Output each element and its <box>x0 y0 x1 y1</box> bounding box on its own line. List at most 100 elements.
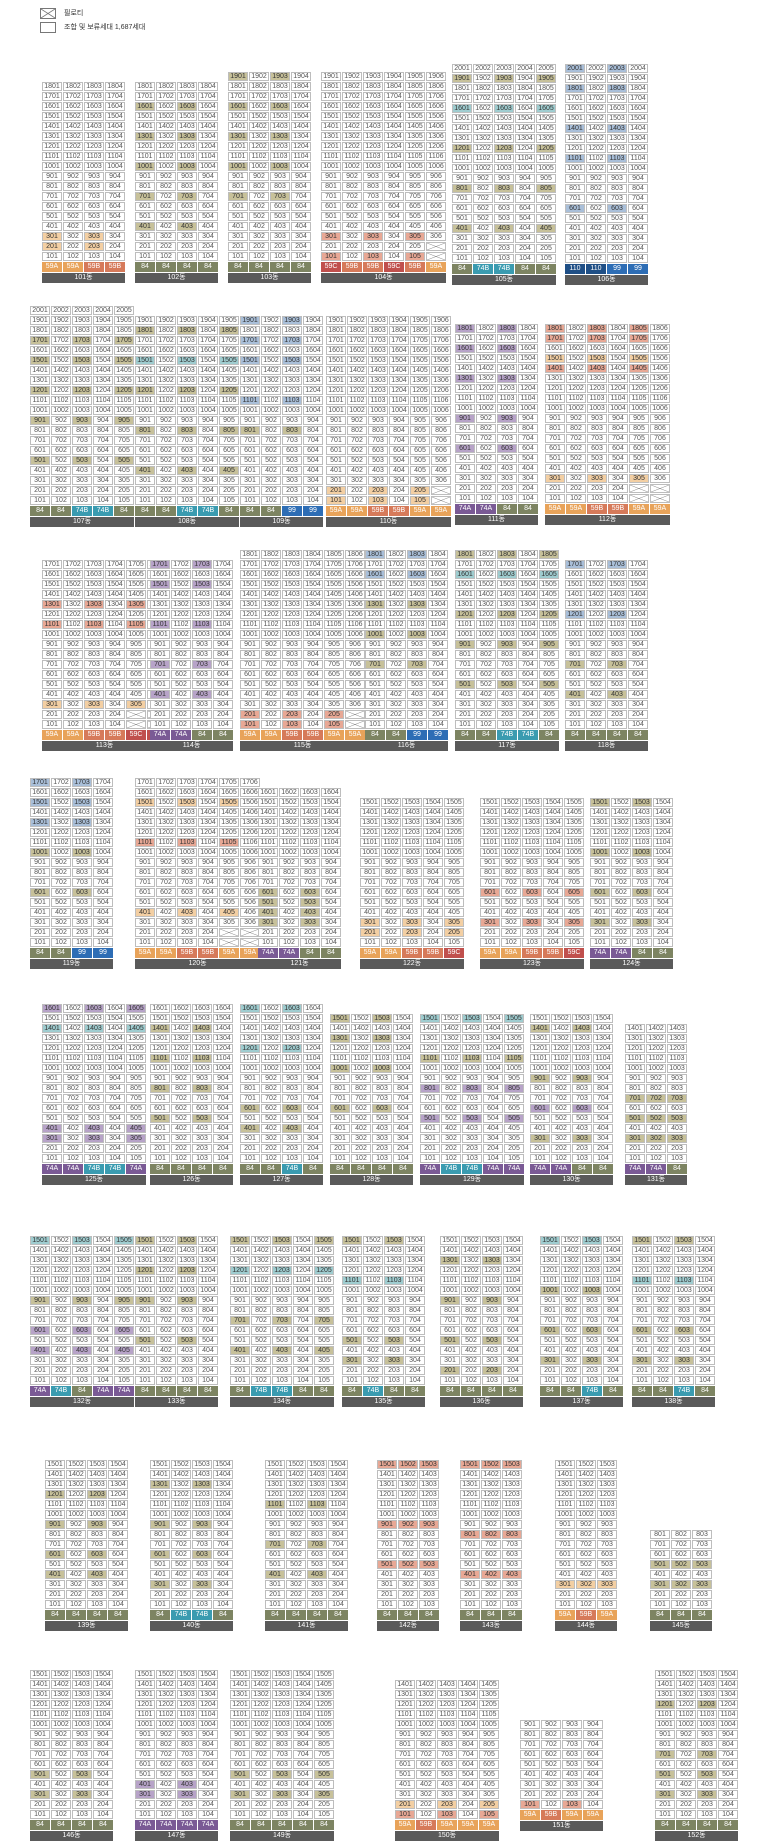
unit-cell: 1105 <box>114 1276 134 1285</box>
unit-cell: 401 <box>321 222 341 231</box>
unit-cell: 1206 <box>431 386 451 395</box>
unit-cell: 1004 <box>93 1720 113 1729</box>
unit-cell: 802 <box>279 868 299 877</box>
unit-cell: 604 <box>515 204 535 213</box>
unit-cell: 1301 <box>135 818 155 827</box>
unit-cell: 1201 <box>321 142 341 151</box>
unit-cell: 1202 <box>611 828 631 837</box>
unit-cell: 1103 <box>437 1710 457 1719</box>
building-150동: 1401 1402 1403 1404 1405 1301 1302 1303 1304 1305… <box>395 1680 499 1841</box>
unit-cell: 1504 <box>423 798 443 807</box>
unit-cell: 101 <box>135 1376 155 1385</box>
unit-cell: 1104 <box>458 1710 478 1719</box>
unit-cell: 1802 <box>476 324 496 333</box>
unit-cell: 602 <box>156 1760 176 1769</box>
unit-cell: 1403 <box>632 808 652 817</box>
unit-cell: 405 <box>444 908 464 917</box>
unit-cell: 901 <box>30 1296 50 1305</box>
unit-type-badge: 74B <box>272 1386 292 1396</box>
unit-cell: 1004 <box>198 1286 218 1295</box>
unit-cell: 1203 <box>572 1044 592 1053</box>
unit-cell: 103 <box>177 496 197 505</box>
unit-cell: 801 <box>460 1530 480 1539</box>
unit-cell: 1104 <box>428 620 448 629</box>
unit-cell: 904 <box>428 640 448 649</box>
unit-cell: 1503 <box>177 798 197 807</box>
unit-cell: 1402 <box>156 366 176 375</box>
unit-cell: 703 <box>177 1316 197 1325</box>
unit-cell: 1201 <box>330 1044 350 1053</box>
unit-type-badge: 84 <box>265 1610 285 1620</box>
unit-cell: 702 <box>653 1316 673 1325</box>
unit-cell: 1302 <box>63 600 83 609</box>
unit-cell: 504 <box>518 454 538 463</box>
unit-cell: 1102 <box>66 1500 86 1509</box>
unit-cell: 1401 <box>440 1246 460 1255</box>
unit-cell: 1503 <box>607 580 627 589</box>
unit-cell: 1205 <box>536 144 556 153</box>
unit-cell: 202 <box>646 1144 666 1153</box>
unit-cell: 402 <box>66 1570 86 1579</box>
building-name: 139동 <box>45 1621 128 1631</box>
unit-cell: 1302 <box>561 1256 581 1265</box>
unit-cell: 603 <box>192 1550 212 1559</box>
unit-cell: 1001 <box>330 1064 350 1073</box>
unit-type-badge: 74A <box>156 1820 176 1830</box>
unit-cell: 702 <box>461 1316 481 1325</box>
unit-cell: 1302 <box>171 600 191 609</box>
unit-cell: 103 <box>72 1810 92 1819</box>
unit-cell: 104 <box>321 938 341 947</box>
unit-cell: 803 <box>502 1530 522 1539</box>
unit-cell: 1202 <box>363 1266 383 1275</box>
unit-cell: 805 <box>114 1306 134 1315</box>
unit-cell: 1402 <box>476 364 496 373</box>
unit-cell: 1404 <box>695 1246 715 1255</box>
unit-cell: 401 <box>30 466 50 475</box>
unit-cell: 1505 <box>444 798 464 807</box>
unit-cell: 503 <box>384 1336 404 1345</box>
unit-cell: 1105 <box>324 620 344 629</box>
unit-cell: 1203 <box>72 386 92 395</box>
unit-cell: 504 <box>483 1114 503 1123</box>
unit-cell: 1302 <box>363 1256 383 1265</box>
unit-cell: 104 <box>303 720 323 729</box>
unit-cell: 1204 <box>695 1266 715 1275</box>
unit-cell: 1601 <box>545 344 565 353</box>
unit-cell: 506 <box>650 454 670 463</box>
unit-cell: 1503 <box>572 1014 592 1023</box>
unit-cell: 704 <box>458 1750 478 1759</box>
unit-cell: 703 <box>402 878 422 887</box>
unit-cell: 403 <box>282 690 302 699</box>
unit-cell: 804 <box>213 1084 233 1093</box>
unit-cell: 1603 <box>497 570 517 579</box>
unit-cell: 1204 <box>213 610 233 619</box>
unit-cell: 1006 <box>240 848 260 857</box>
unit-cell: 301 <box>650 1580 670 1589</box>
unit-cell: 601 <box>240 446 260 455</box>
unit-cell: 402 <box>586 690 606 699</box>
unit-cell: 901 <box>326 416 346 425</box>
unit-cell: 1704 <box>389 336 409 345</box>
unit-cell: 1204 <box>503 1266 523 1275</box>
unit-cell: 1603 <box>587 344 607 353</box>
unit-cell: 1305 <box>539 600 559 609</box>
unit-type-badge: 59A <box>437 1820 457 1830</box>
unit-cell: 702 <box>171 1094 191 1103</box>
unit-cell: 1504 <box>695 1236 715 1245</box>
unit-cell: 1003 <box>282 630 302 639</box>
unit-cell: 1204 <box>718 1700 738 1709</box>
unit-cell: 1303 <box>177 818 197 827</box>
unit-cell: 702 <box>476 434 496 443</box>
unit-cell: 1606 <box>650 344 670 353</box>
building-name: 107동 <box>30 517 134 527</box>
unit-cell: 1302 <box>156 1690 176 1699</box>
unit-type-badge: 59A <box>501 948 521 958</box>
unit-type-badge: 84 <box>572 1164 592 1174</box>
unit-cell: 1401 <box>530 1024 550 1033</box>
unit-cell: 1501 <box>150 580 170 589</box>
unit-cell: 802 <box>66 1530 86 1539</box>
unit-cell: 1804 <box>515 84 535 93</box>
unit-cell: 603 <box>462 1104 482 1113</box>
unit-cell: 101 <box>230 1810 250 1819</box>
unit-cell: 301 <box>480 918 500 927</box>
